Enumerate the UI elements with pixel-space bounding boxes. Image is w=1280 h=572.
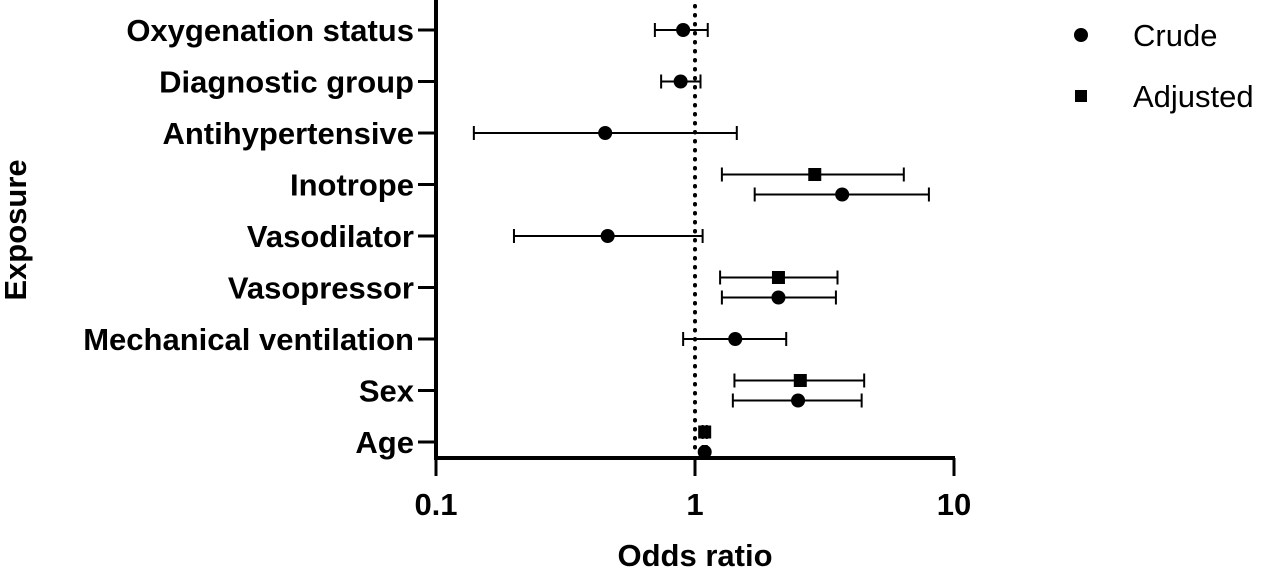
category-label: Antihypertensive <box>162 116 414 151</box>
category-label: Inotrope <box>290 168 414 203</box>
category-label: Age <box>355 425 414 460</box>
adjusted-point <box>698 425 712 439</box>
crude-point <box>600 229 615 243</box>
legend: Crude Adjusted <box>1074 18 1254 114</box>
adjusted-point <box>808 168 822 181</box>
crude-point <box>835 187 850 202</box>
adjusted-point <box>771 271 785 284</box>
x-tick-label: 1 <box>686 487 703 522</box>
category-label: Oxygenation status <box>126 13 414 48</box>
crude-point <box>673 74 688 89</box>
crude-point <box>791 393 806 408</box>
x-axis-title: Odds ratio <box>617 538 772 572</box>
category-label: Diagnostic group <box>159 65 414 100</box>
crude-point <box>697 445 712 459</box>
category-label: Mechanical ventilation <box>83 322 414 357</box>
legend-crude-marker <box>1074 28 1088 42</box>
legend-adjusted-marker <box>1075 90 1087 102</box>
crude-point <box>598 126 613 140</box>
x-tick-label: 0.1 <box>414 487 457 522</box>
crude-point <box>676 23 691 37</box>
category-label: Vasopressor <box>228 271 414 306</box>
category-label: Vasodilator <box>247 219 414 254</box>
y-axis-title: Exposure <box>0 159 33 300</box>
legend-adjusted-label: Adjusted <box>1133 79 1254 114</box>
x-tick-label: 10 <box>937 487 971 522</box>
adjusted-point <box>793 374 807 387</box>
crude-point <box>771 290 786 305</box>
legend-crude-label: Crude <box>1133 18 1217 53</box>
crude-point <box>728 332 743 346</box>
category-label: Sex <box>359 374 415 409</box>
